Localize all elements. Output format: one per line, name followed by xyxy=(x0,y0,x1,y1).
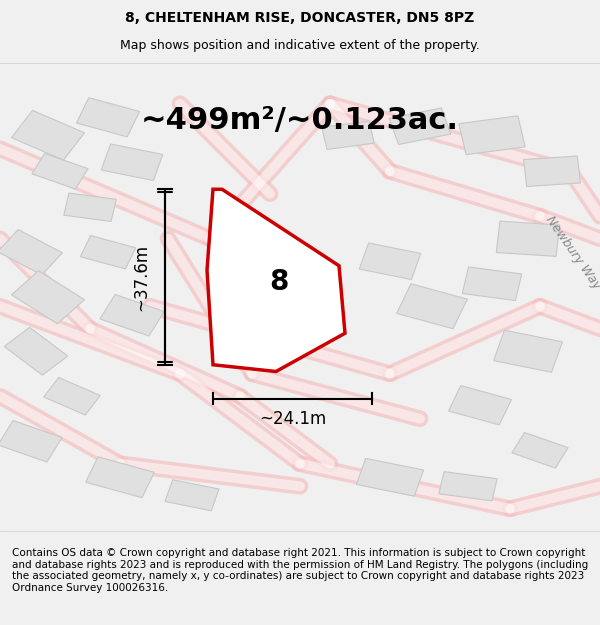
Polygon shape xyxy=(0,229,62,275)
Polygon shape xyxy=(11,271,85,324)
Polygon shape xyxy=(397,284,467,329)
Polygon shape xyxy=(512,432,568,468)
Polygon shape xyxy=(359,243,421,279)
Polygon shape xyxy=(4,328,68,375)
Polygon shape xyxy=(462,267,522,301)
Polygon shape xyxy=(100,294,164,336)
Polygon shape xyxy=(448,386,512,425)
Text: Newbury Way: Newbury Way xyxy=(543,213,600,291)
Polygon shape xyxy=(439,472,497,501)
Polygon shape xyxy=(64,193,116,221)
Text: ~37.6m: ~37.6m xyxy=(132,243,150,311)
Polygon shape xyxy=(0,421,62,462)
Polygon shape xyxy=(389,108,451,144)
Polygon shape xyxy=(101,144,163,181)
Polygon shape xyxy=(86,457,154,498)
Polygon shape xyxy=(165,480,219,511)
Text: Map shows position and indicative extent of the property.: Map shows position and indicative extent… xyxy=(120,39,480,51)
Polygon shape xyxy=(356,458,424,496)
Text: ~24.1m: ~24.1m xyxy=(259,410,326,428)
Text: ~499m²/~0.123ac.: ~499m²/~0.123ac. xyxy=(141,106,459,135)
Text: 8: 8 xyxy=(269,268,289,296)
Text: Contains OS data © Crown copyright and database right 2021. This information is : Contains OS data © Crown copyright and d… xyxy=(12,548,588,592)
Polygon shape xyxy=(322,121,374,149)
Polygon shape xyxy=(496,221,560,256)
Polygon shape xyxy=(494,330,562,372)
Polygon shape xyxy=(207,189,345,371)
Polygon shape xyxy=(32,154,88,189)
Text: 8, CHELTENHAM RISE, DONCASTER, DN5 8PZ: 8, CHELTENHAM RISE, DONCASTER, DN5 8PZ xyxy=(125,11,475,24)
Polygon shape xyxy=(459,116,525,154)
Polygon shape xyxy=(44,378,100,415)
Polygon shape xyxy=(524,156,580,186)
Polygon shape xyxy=(226,286,290,327)
Polygon shape xyxy=(11,111,85,160)
Polygon shape xyxy=(76,98,140,137)
Polygon shape xyxy=(80,236,136,269)
